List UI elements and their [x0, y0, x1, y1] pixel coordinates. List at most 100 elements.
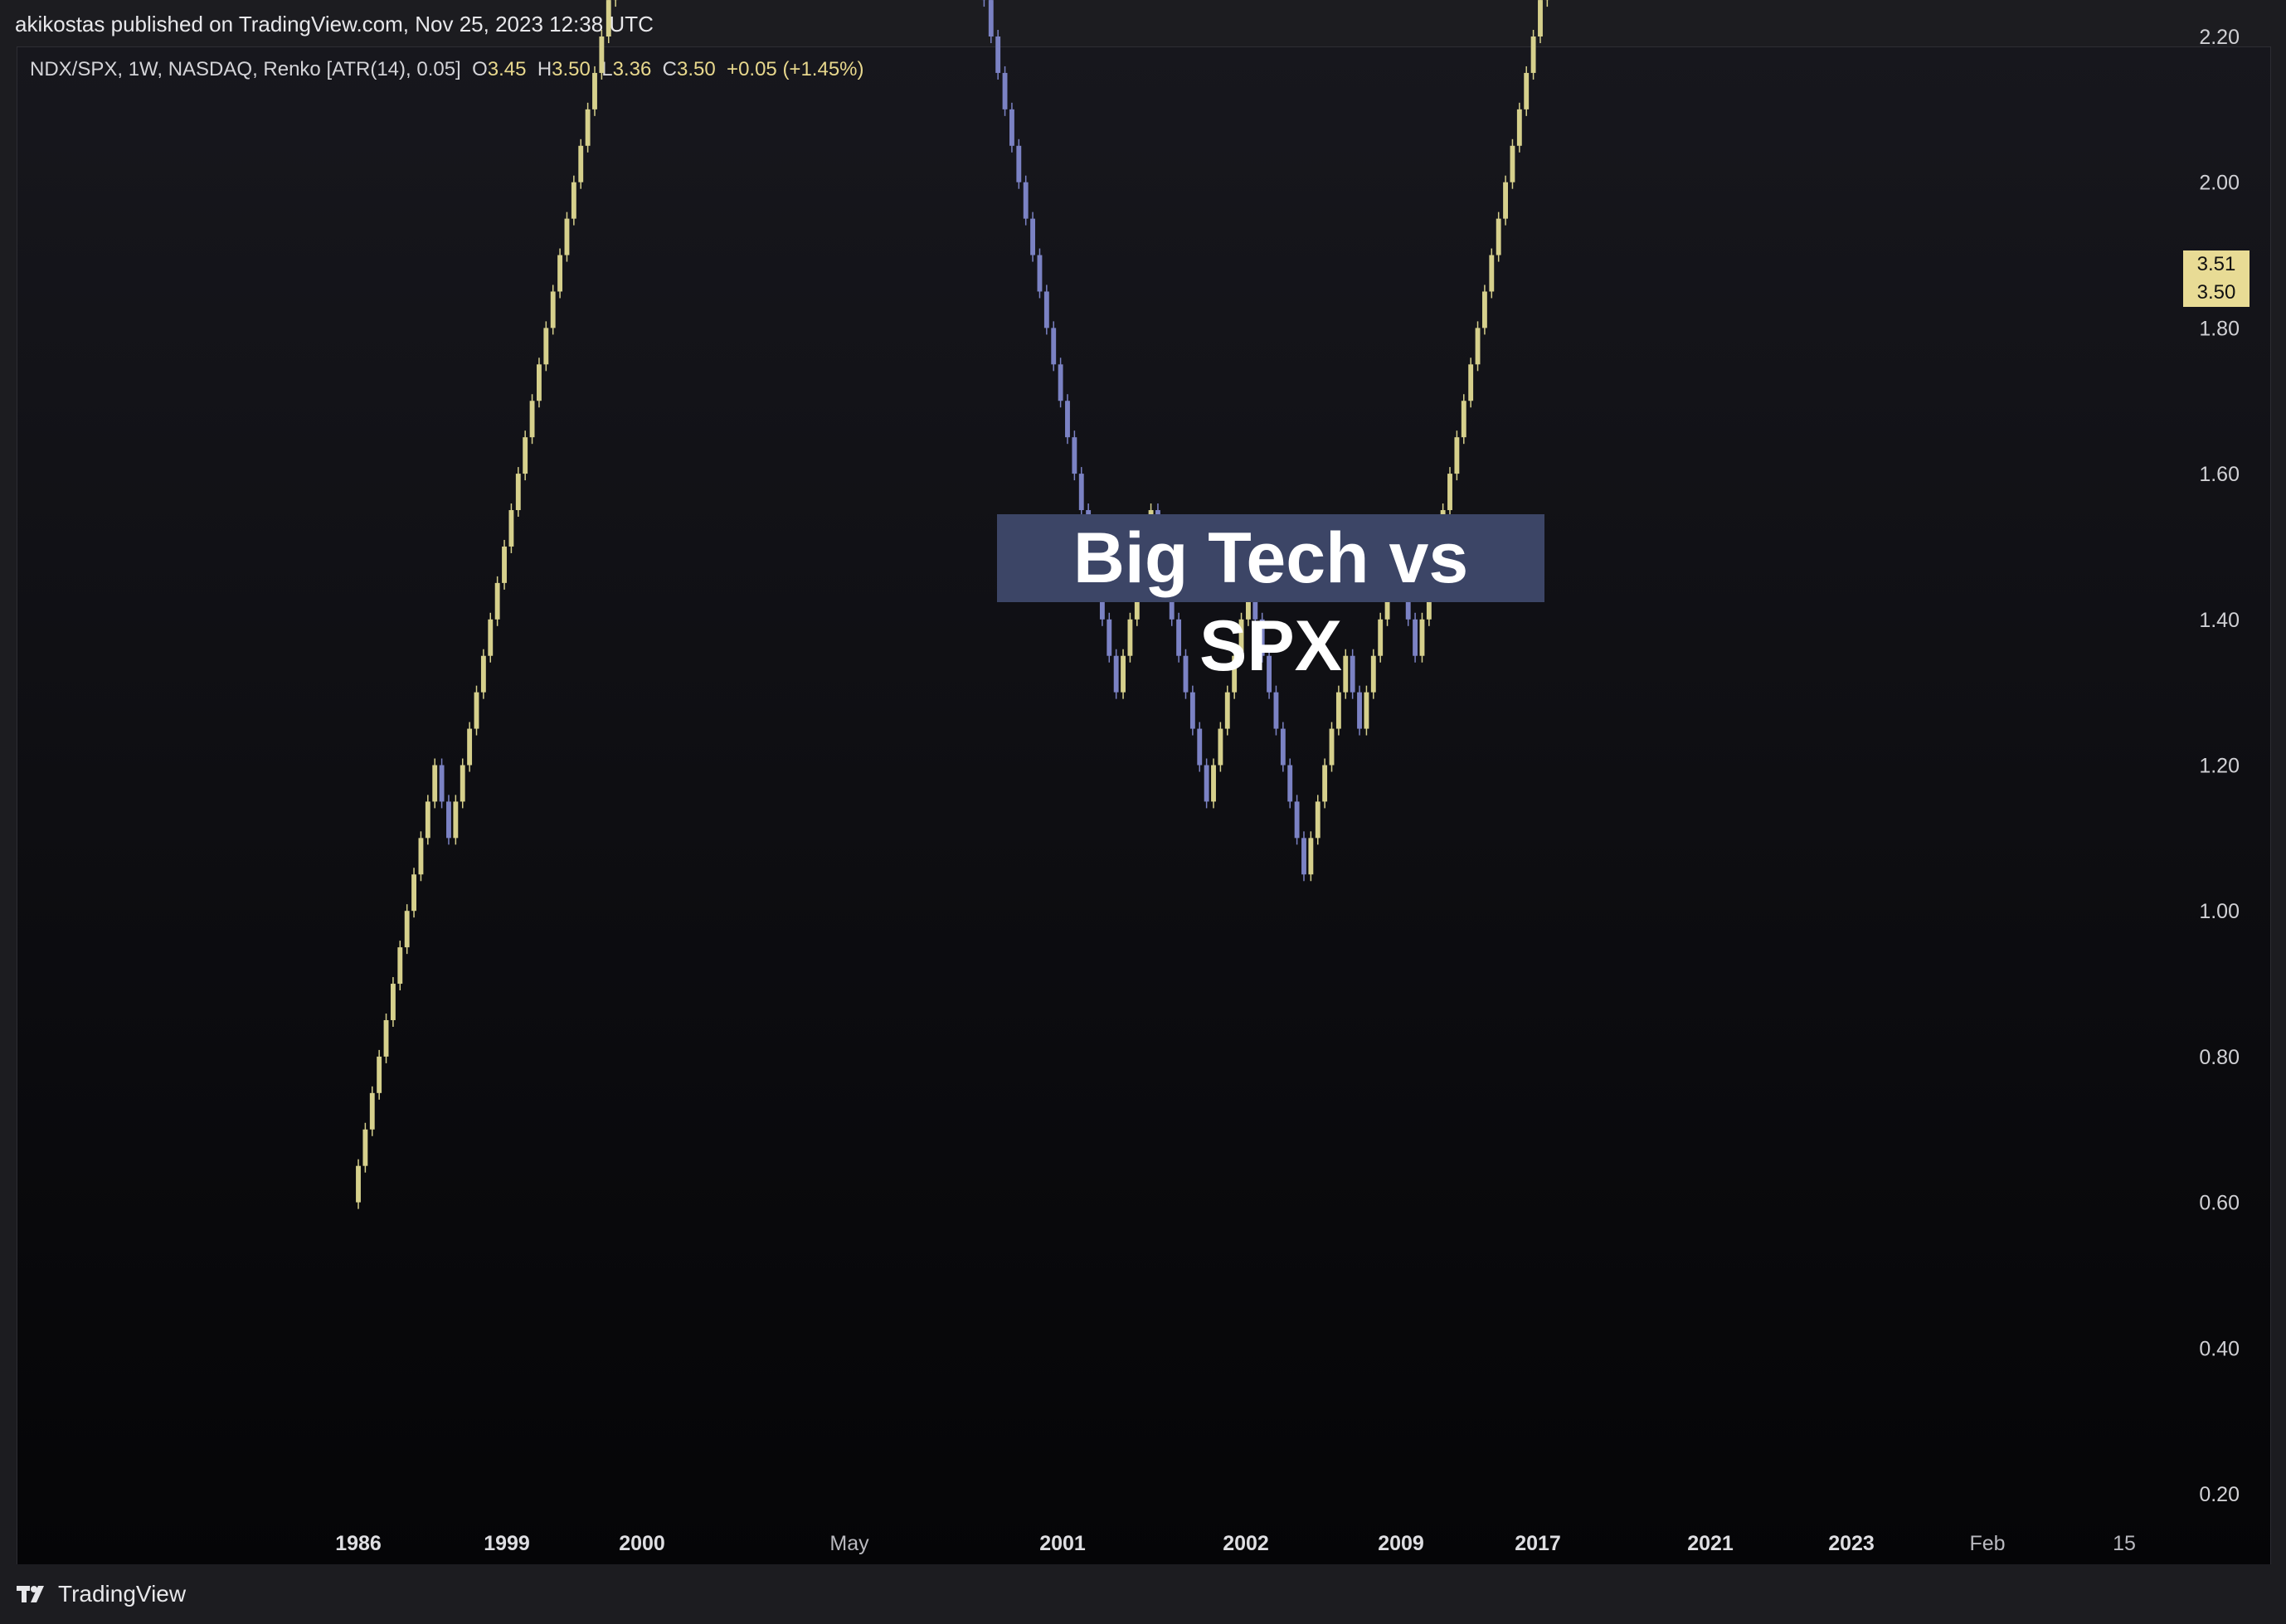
- renko-brick: [494, 582, 500, 620]
- y-axis-tick-label: 0.40: [2199, 1337, 2240, 1360]
- renko-brick: [1308, 838, 1314, 875]
- renko-brick: [523, 437, 528, 474]
- legend-open: 3.45: [487, 58, 527, 80]
- y-axis-tick-label: 1.40: [2199, 609, 2240, 632]
- renko-brick: [1413, 619, 1418, 656]
- x-axis-tick-label: 2001: [1039, 1532, 1086, 1555]
- renko-brick: [1343, 655, 1349, 693]
- footer-bar: [0, 1564, 2286, 1624]
- price-label-upper: 3.51: [2183, 250, 2250, 279]
- tradingview-logo[interactable]: TradingView: [17, 1581, 186, 1607]
- renko-brick: [508, 510, 514, 547]
- y-axis-tick-label: 2.00: [2199, 172, 2240, 195]
- renko-brick: [1280, 728, 1286, 766]
- renko-brick: [1267, 655, 1272, 693]
- y-axis-tick-label: 0.20: [2199, 1483, 2240, 1506]
- renko-brick: [1016, 145, 1022, 182]
- renko-brick: [369, 1092, 375, 1130]
- symbol-legend: NDX/SPX, 1W, NASDAQ, Renko [ATR(14), 0.0…: [30, 58, 864, 81]
- renko-brick: [1224, 692, 1230, 729]
- x-axis-tick-label: 2021: [1687, 1532, 1734, 1555]
- renko-brick: [1364, 692, 1369, 729]
- renko-brick: [1197, 728, 1203, 766]
- y-axis-tick-label: 1.00: [2199, 900, 2240, 923]
- renko-brick: [1176, 619, 1182, 656]
- renko-brick: [439, 765, 445, 802]
- renko-brick: [404, 911, 410, 948]
- annotation-banner: Big Tech vs SPX: [997, 514, 1544, 686]
- renko-brick: [411, 874, 416, 912]
- renko-brick: [467, 728, 473, 766]
- renko-brick: [1516, 109, 1522, 146]
- renko-brick: [1489, 255, 1495, 292]
- renko-brick: [1294, 801, 1300, 839]
- legend-change: +0.05 (+1.45%): [727, 58, 864, 80]
- renko-brick: [1510, 145, 1515, 182]
- renko-brick: [362, 1129, 368, 1166]
- renko-brick: [1378, 619, 1384, 656]
- renko-brick: [1037, 255, 1043, 292]
- renko-brick: [1461, 401, 1466, 438]
- renko-brick: [988, 0, 994, 36]
- renko-brick: [1107, 619, 1112, 656]
- renko-brick: [1370, 655, 1376, 693]
- renko-brick: [1238, 619, 1244, 656]
- renko-brick: [1475, 328, 1481, 365]
- renko-brick: [1065, 401, 1070, 438]
- legend-close-label: C: [662, 58, 677, 80]
- renko-brick: [377, 1056, 382, 1093]
- renko-brick: [1113, 655, 1119, 693]
- legend-high-label: H: [537, 58, 552, 80]
- renko-brick: [537, 364, 542, 401]
- renko-brick: [1204, 765, 1209, 802]
- renko-brick: [564, 218, 570, 255]
- renko-brick: [425, 801, 430, 839]
- renko-brick: [515, 474, 521, 511]
- renko-brick: [1259, 619, 1265, 656]
- renko-brick: [1189, 692, 1195, 729]
- renko-brick: [1023, 182, 1029, 219]
- renko-brick: [418, 838, 424, 875]
- renko-brick: [453, 801, 459, 839]
- y-axis-tick-label: 2.20: [2199, 26, 2240, 49]
- tradingview-brand: TradingView: [58, 1581, 187, 1607]
- renko-brick: [502, 546, 507, 583]
- y-axis-tick-label: 1.60: [2199, 463, 2240, 486]
- x-axis-tick-label: 2017: [1515, 1532, 1561, 1555]
- x-axis-tick-label: May: [829, 1532, 869, 1555]
- renko-brick: [543, 328, 549, 365]
- renko-brick: [397, 947, 403, 985]
- renko-brick: [550, 291, 556, 328]
- tradingview-logo-icon: [17, 1586, 44, 1602]
- legend-close: 3.50: [676, 58, 716, 80]
- y-axis-tick-label: 0.60: [2199, 1192, 2240, 1215]
- renko-brick: [1503, 182, 1509, 219]
- renko-brick: [432, 765, 438, 802]
- renko-brick: [474, 692, 479, 729]
- renko-brick: [606, 0, 611, 36]
- renko-brick: [1454, 437, 1460, 474]
- renko-brick: [529, 401, 535, 438]
- legend-low-label: L: [601, 58, 613, 80]
- renko-brick: [599, 36, 605, 73]
- renko-brick: [1072, 437, 1077, 474]
- renko-brick: [1301, 838, 1306, 875]
- legend-open-label: O: [472, 58, 488, 80]
- renko-brick: [592, 72, 597, 109]
- x-axis-tick-label: 1986: [335, 1532, 382, 1555]
- renko-brick: [1232, 655, 1238, 693]
- renko-brick: [578, 145, 584, 182]
- legend-symbol: NDX/SPX, 1W, NASDAQ, Renko [ATR(14), 0.0…: [30, 58, 461, 80]
- renko-brick: [1009, 109, 1014, 146]
- renko-brick: [460, 765, 465, 802]
- renko-brick: [1078, 474, 1084, 511]
- chart-pane[interactable]: [17, 46, 2271, 1566]
- renko-brick: [1329, 728, 1335, 766]
- y-axis-tick-label: 1.20: [2199, 755, 2240, 778]
- x-axis-tick-label: 2002: [1223, 1532, 1269, 1555]
- renko-brick: [995, 36, 1001, 73]
- renko-brick: [1335, 692, 1341, 729]
- renko-brick: [557, 255, 563, 292]
- renko-brick: [585, 109, 591, 146]
- x-axis-tick-label: 2000: [619, 1532, 665, 1555]
